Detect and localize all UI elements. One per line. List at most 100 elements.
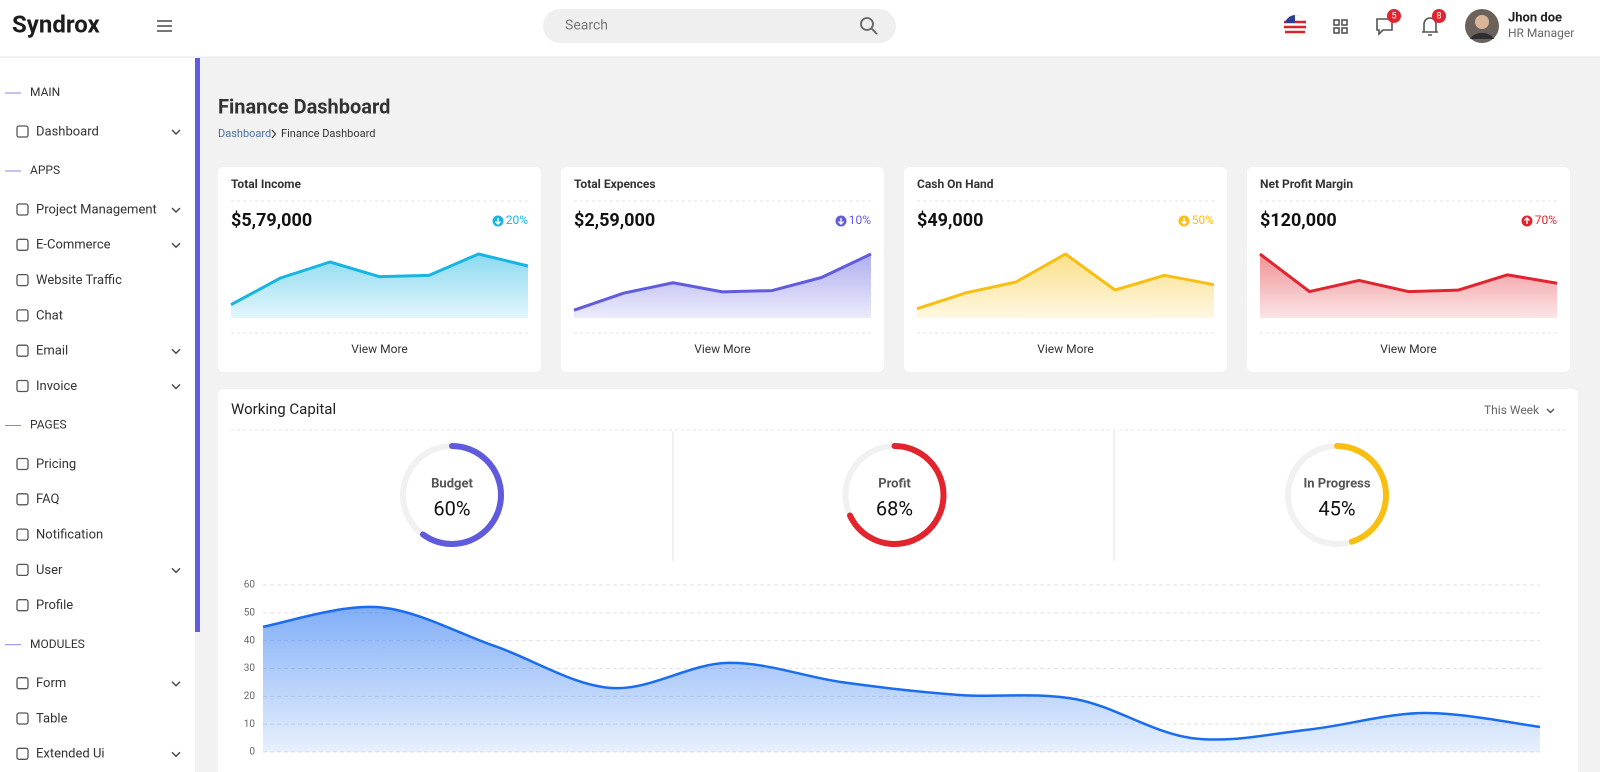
- section-label: MAIN: [30, 85, 60, 99]
- card-change: 70%: [1535, 213, 1557, 227]
- search-box[interactable]: [543, 9, 896, 43]
- menu-item[interactable]: Pricing: [36, 457, 76, 472]
- view-more-link[interactable]: View More: [694, 342, 751, 356]
- gauge-label: In Progress: [1303, 476, 1370, 491]
- menu-icon: [16, 309, 29, 322]
- sidebar: [0, 58, 195, 772]
- view-more-link[interactable]: View More: [351, 342, 408, 356]
- panel-title: Working Capital: [231, 400, 336, 418]
- gauge-label: Profit: [878, 476, 911, 491]
- breadcrumb-link[interactable]: Dashboard: [218, 127, 271, 140]
- view-more-link[interactable]: View More: [1380, 342, 1437, 356]
- breadcrumb-current: Finance Dashboard: [281, 127, 375, 140]
- section-label: MODULES: [30, 637, 85, 651]
- menu-icon: [16, 712, 29, 725]
- y-tick-label: 20: [244, 691, 256, 702]
- sparkline-area: [917, 254, 1214, 318]
- sparkline: [230, 252, 529, 306]
- sidebar-scrollbar[interactable]: [195, 58, 200, 632]
- change-arrow: [1181, 218, 1187, 225]
- menu-item[interactable]: Chat: [36, 308, 63, 323]
- gauges: Budget 60% Profit 68% In Progress 45%: [400, 443, 1389, 547]
- notifications-icon[interactable]: [1422, 17, 1438, 36]
- section-label: PAGES: [30, 418, 67, 432]
- menu-item[interactable]: E-Commerce: [36, 238, 111, 253]
- sparkline-area: [574, 254, 871, 318]
- stat-card: [218, 167, 541, 372]
- change-arrow: [1524, 217, 1530, 224]
- notifications-badge: [1432, 9, 1446, 23]
- menu-item[interactable]: Form: [36, 676, 66, 691]
- card-change: 50%: [1192, 213, 1214, 227]
- gauge-value: 68%: [876, 496, 913, 520]
- notifications-count: 8: [1436, 11, 1441, 21]
- menu-icon: [16, 457, 29, 471]
- card-value: $2,59,000: [574, 210, 655, 231]
- gauge-label: Budget: [431, 476, 473, 491]
- area-fill: [263, 606, 1540, 752]
- change-arrow: [838, 218, 844, 225]
- section-label: APPS: [30, 163, 60, 177]
- card-title: Total Expences: [574, 177, 656, 191]
- card-value: $5,79,000: [231, 210, 312, 231]
- card-value: $120,000: [1260, 210, 1337, 231]
- menu-item[interactable]: Invoice: [36, 379, 77, 394]
- menu-icon: [16, 677, 29, 690]
- y-tick-label: 60: [244, 580, 256, 591]
- breadcrumb-separator: [271, 129, 277, 139]
- sparkline: [1259, 252, 1558, 294]
- view-more-link[interactable]: View More: [1037, 342, 1094, 356]
- submenu-chevron: [171, 751, 181, 758]
- gauge-arc: [842, 443, 947, 547]
- menu-item[interactable]: Website Traffic: [36, 273, 122, 288]
- menu-icon: [16, 125, 29, 138]
- card-title: Cash On Hand: [917, 177, 994, 191]
- menu-item[interactable]: Dashboard: [36, 124, 99, 139]
- y-tick-label: 30: [244, 663, 256, 674]
- menu-icon: [16, 563, 29, 577]
- menu-icon: [16, 379, 29, 393]
- menu-item[interactable]: Email: [36, 344, 68, 359]
- menu-icon: [16, 273, 29, 287]
- card-change: 20%: [506, 213, 528, 227]
- stat-card: [1247, 167, 1570, 372]
- brand[interactable]: Syndrox: [12, 10, 101, 38]
- period-select[interactable]: This Week: [1484, 403, 1540, 417]
- menu-item[interactable]: Notification: [36, 528, 103, 543]
- menu-item[interactable]: Table: [36, 711, 68, 726]
- language-flag[interactable]: [1283, 14, 1307, 38]
- menu-icon: [16, 344, 29, 357]
- sparkline: [916, 252, 1215, 311]
- menu-icon: [16, 747, 29, 760]
- menu-item[interactable]: Profile: [36, 598, 73, 613]
- area-line: [262, 605, 1541, 741]
- submenu-chevron: [171, 384, 181, 390]
- period-chevron[interactable]: [1546, 408, 1555, 414]
- menu-icon: [16, 203, 29, 216]
- avatar[interactable]: [1465, 9, 1499, 43]
- y-tick-label: 10: [244, 719, 256, 730]
- card-value: $49,000: [917, 210, 983, 231]
- user-name: Jhon doe: [1508, 10, 1562, 25]
- card-title: Total Income: [231, 177, 301, 191]
- user-role: HR Manager: [1508, 26, 1574, 40]
- menu-toggle[interactable]: [157, 20, 172, 32]
- search-placeholder: Search: [565, 18, 608, 34]
- submenu-chevron: [171, 207, 181, 213]
- y-tick-label: 50: [244, 607, 256, 618]
- search-icon[interactable]: [860, 17, 878, 35]
- menu-item[interactable]: Extended Ui: [36, 747, 105, 762]
- menu-item[interactable]: Project Management: [36, 202, 157, 217]
- menu-item[interactable]: FAQ: [36, 492, 60, 507]
- menu-icon: [16, 599, 29, 612]
- messages-badge: [1387, 9, 1401, 23]
- menu-icon: [16, 528, 29, 541]
- menu-icon: [16, 493, 29, 506]
- submenu-chevron: [171, 681, 181, 687]
- y-tick-label: 0: [249, 747, 255, 758]
- apps-icon[interactable]: [1333, 19, 1348, 34]
- menu-item[interactable]: User: [36, 563, 63, 578]
- change-arrow: [495, 218, 501, 225]
